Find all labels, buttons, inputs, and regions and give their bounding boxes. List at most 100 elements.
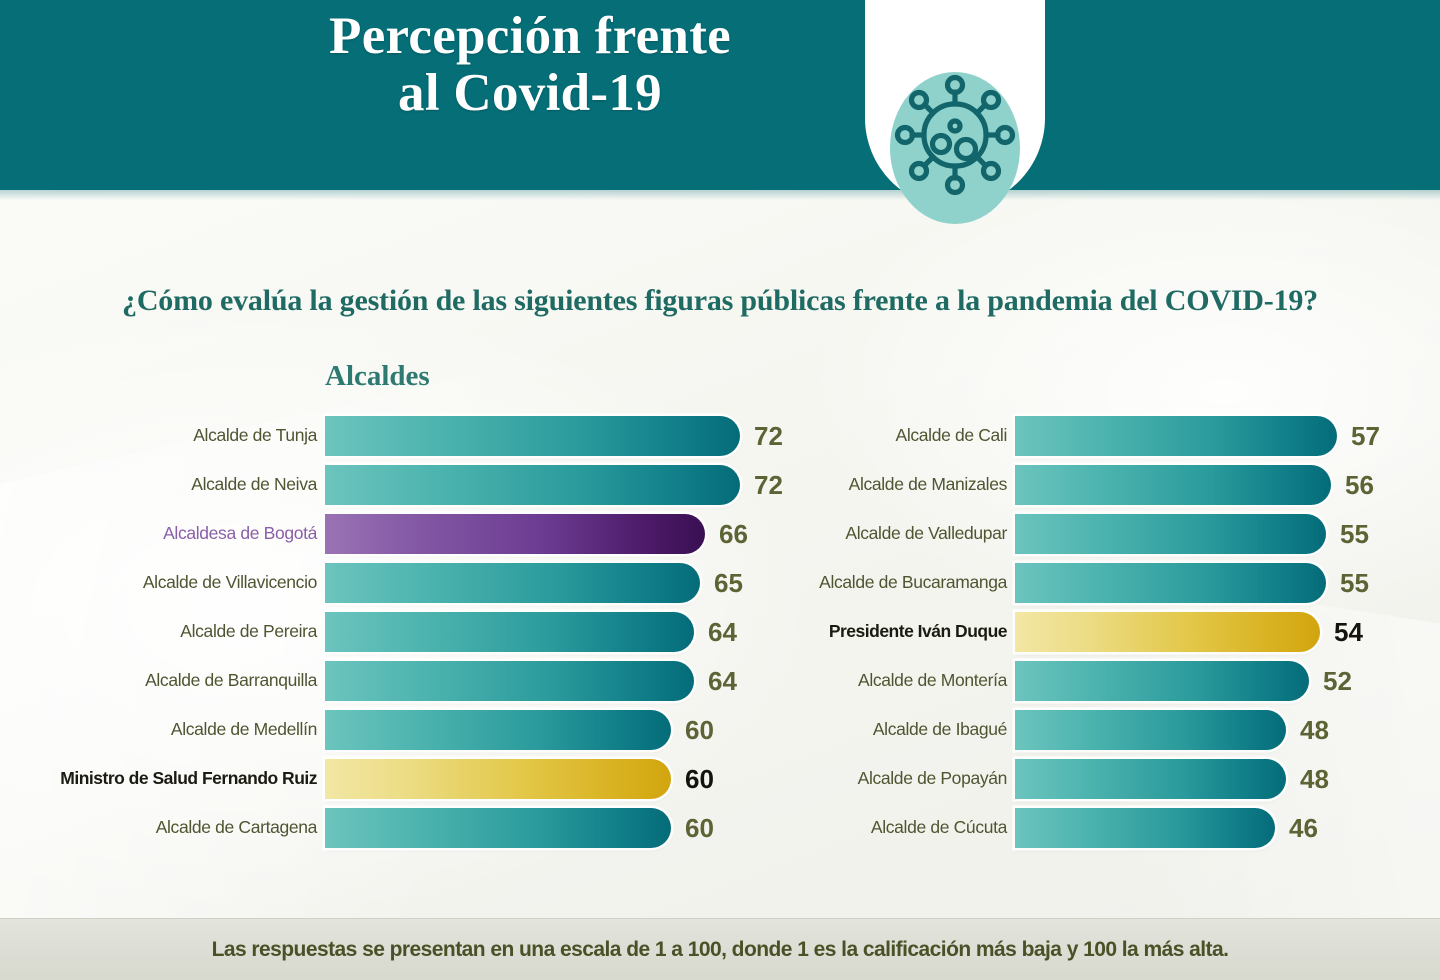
bar-row: Alcalde de Villavicencio 65 — [40, 558, 800, 607]
bar — [325, 611, 694, 652]
bar — [325, 660, 694, 701]
bar-column-right: Alcalde de Cali 57 Alcalde de Manizales 56 A… — [805, 411, 1405, 852]
bar — [325, 562, 700, 603]
bar-label: Alcalde de Manizales — [848, 473, 1008, 494]
bar-label: Alcalde de Bucaramanga — [819, 571, 1007, 592]
bar-track: 54 — [1015, 611, 1405, 652]
bar-value: 60 — [685, 763, 714, 794]
footer-bar: Las respuestas se presentan en una escal… — [0, 918, 1440, 980]
bar-track: 48 — [1015, 758, 1405, 799]
bar-label: Alcalde de Pereira — [180, 620, 317, 641]
bar-track: 72 — [325, 415, 800, 456]
bar-value: 64 — [708, 616, 737, 647]
bar-track: 72 — [325, 464, 800, 505]
coronavirus-icon — [884, 64, 1026, 232]
bar-value: 55 — [1340, 567, 1369, 598]
bar-row: Alcalde de Bucaramanga 55 — [805, 558, 1405, 607]
bar-row: Alcalde de Cartagena 60 — [40, 803, 800, 852]
bar-value: 48 — [1300, 763, 1329, 794]
bar — [325, 464, 740, 505]
bar-label: Alcalde de Medellín — [170, 718, 317, 739]
bar-track: 64 — [325, 660, 800, 701]
bar-label: Alcalde de Villavicencio — [142, 571, 318, 592]
bar — [325, 415, 740, 456]
bar-track: 48 — [1015, 709, 1405, 750]
bar-value: 66 — [719, 518, 748, 549]
bar-label: Alcalde de Valledupar — [845, 522, 1007, 543]
bar-row: Alcalde de Pereira 64 — [40, 607, 800, 656]
bar-track: 60 — [325, 758, 800, 799]
bar-label: Alcalde de Popayán — [857, 767, 1008, 788]
bar — [1015, 660, 1309, 701]
bar-value: 46 — [1289, 812, 1318, 843]
bar — [325, 758, 671, 799]
bar-track: 66 — [325, 513, 800, 554]
bar — [1015, 464, 1331, 505]
bar-value: 56 — [1345, 469, 1374, 500]
bar-label: Alcalde de Tunja — [193, 424, 317, 445]
bar — [1015, 562, 1326, 603]
bar-track: 57 — [1015, 415, 1405, 456]
bar-value: 60 — [685, 812, 714, 843]
bar-row: Presidente Iván Duque 54 — [805, 607, 1405, 656]
bar-value: 64 — [708, 665, 737, 696]
bar-row: Alcalde de Cali 57 — [805, 411, 1405, 460]
bar-track: 65 — [325, 562, 800, 603]
bar-row: Alcalde de Tunja 72 — [40, 411, 800, 460]
bar — [325, 807, 671, 848]
bar — [1015, 758, 1286, 799]
bar — [1015, 807, 1275, 848]
bar-row: Alcalde de Ibagué 48 — [805, 705, 1405, 754]
survey-question: ¿Cómo evalúa la gestión de las siguiente… — [122, 284, 1318, 317]
bar — [1015, 709, 1286, 750]
chart-section-title: Alcaldes — [325, 360, 430, 392]
bar-track: 55 — [1015, 513, 1405, 554]
bar-value: 72 — [754, 469, 783, 500]
bar-track: 64 — [325, 611, 800, 652]
bar-value: 65 — [714, 567, 743, 598]
bar-track: 60 — [325, 807, 800, 848]
bar-value: 52 — [1323, 665, 1352, 696]
bar-column-left: Alcalde de Tunja 72 Alcalde de Neiva 72 Alca… — [40, 411, 800, 852]
bar-row: Ministro de Salud Fernando Ruiz 60 — [40, 754, 800, 803]
bar-row: Alcalde de Neiva 72 — [40, 460, 800, 509]
header-shadow — [0, 190, 1440, 200]
bar — [1015, 611, 1320, 652]
header-banner: Percepción frente al Covid-19 — [0, 0, 1440, 190]
bar-row: Alcalde de Barranquilla 64 — [40, 656, 800, 705]
bar-label: Alcalde de Cartagena — [155, 816, 318, 837]
bar — [1015, 415, 1337, 456]
bar-label: Alcaldesa de Bogotá — [163, 522, 317, 543]
bar-row: Alcalde de Montería 52 — [805, 656, 1405, 705]
bar-value: 72 — [754, 420, 783, 451]
bar-track: 52 — [1015, 660, 1405, 701]
bar-label: Alcalde de Cúcuta — [870, 816, 1007, 837]
bar-label: Alcalde de Cali — [895, 424, 1008, 445]
bar-label: Presidente Iván Duque — [828, 620, 1008, 641]
bar-value: 55 — [1340, 518, 1369, 549]
bar-value: 48 — [1300, 714, 1329, 745]
bar-value: 60 — [685, 714, 714, 745]
bar — [1015, 513, 1326, 554]
page-title-line-1: Percepción frente — [329, 7, 731, 65]
bar-track: 56 — [1015, 464, 1405, 505]
bar-value: 57 — [1351, 420, 1380, 451]
page-title: Percepción frente al Covid-19 — [210, 7, 850, 123]
bar-track: 46 — [1015, 807, 1405, 848]
bar-track: 55 — [1015, 562, 1405, 603]
bar-label: Alcalde de Montería — [858, 669, 1007, 690]
bar — [325, 709, 671, 750]
bar-label: Alcalde de Neiva — [191, 473, 317, 494]
bar-value: 54 — [1334, 616, 1363, 647]
bar-row: Alcalde de Manizales 56 — [805, 460, 1405, 509]
page-title-line-2: al Covid-19 — [398, 64, 662, 123]
footer-note: Las respuestas se presentan en una escal… — [211, 937, 1229, 961]
bar — [325, 513, 705, 554]
bar-label: Ministro de Salud Fernando Ruiz — [60, 767, 317, 788]
bar-row: Alcalde de Popayán 48 — [805, 754, 1405, 803]
bar-row: Alcaldesa de Bogotá 66 — [40, 509, 800, 558]
bar-row: Alcalde de Medellín 60 — [40, 705, 800, 754]
bar-track: 60 — [325, 709, 800, 750]
bar-label: Alcalde de Barranquilla — [145, 669, 317, 690]
